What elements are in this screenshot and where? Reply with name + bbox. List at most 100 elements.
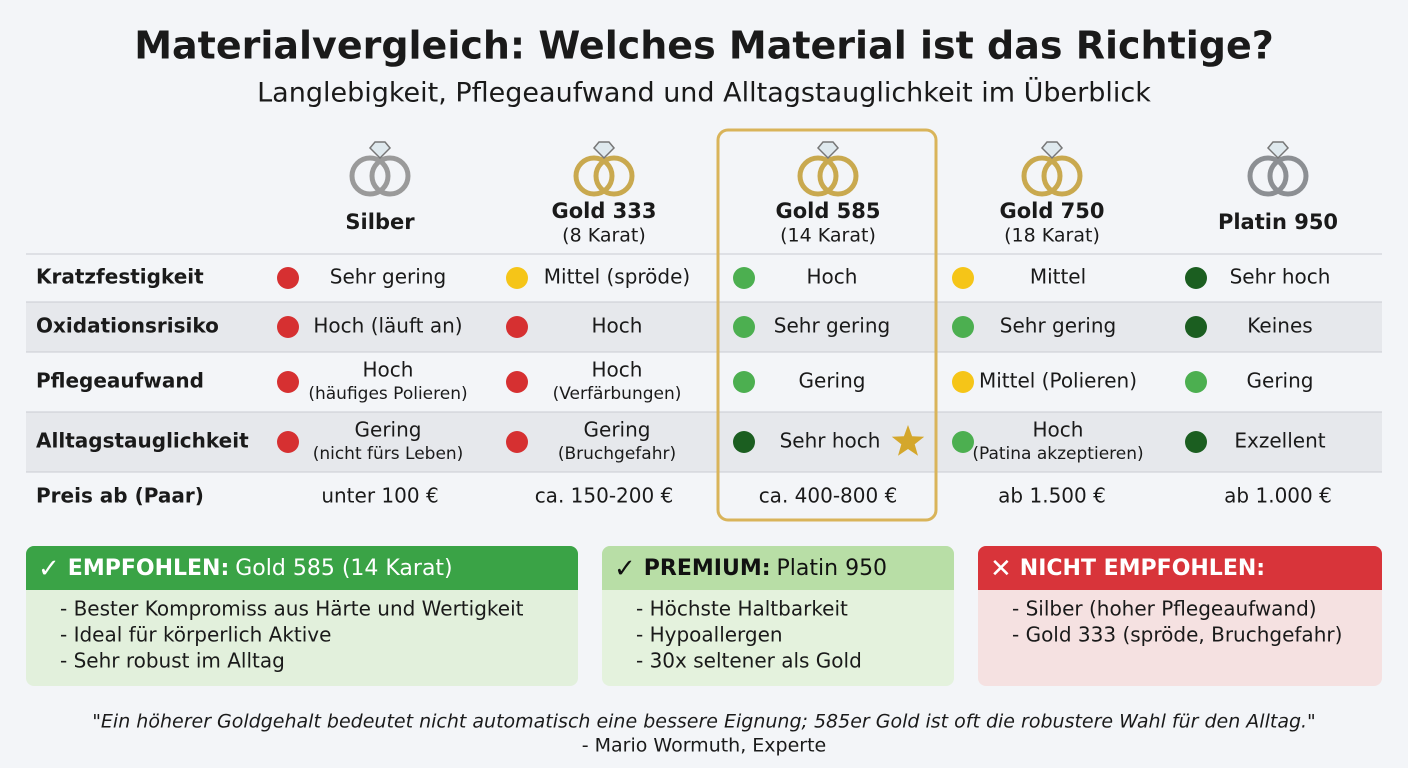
column-name: Gold 585 — [775, 199, 880, 223]
box-item: - Höchste Haltbarkeit — [636, 597, 848, 621]
cell-text: Exzellent — [1234, 429, 1325, 453]
box-head — [602, 546, 954, 590]
box-text: Platin 950 — [777, 556, 888, 581]
cell-text: Keines — [1247, 314, 1312, 338]
ring — [817, 155, 859, 197]
cell-text: ca. 150-200 € — [535, 484, 674, 508]
row-shade — [26, 302, 1382, 352]
diamond — [1040, 141, 1064, 160]
ring-icon — [573, 141, 635, 197]
box-title: ✓ PREMIUM: Platin 950 — [614, 554, 887, 584]
status-dot — [277, 371, 299, 393]
box-item: - Sehr robust im Alltag — [60, 649, 285, 673]
box-label: EMPFOHLEN: — [68, 556, 229, 581]
box-item: - Hypoallergen — [636, 623, 783, 647]
status-dot — [1185, 371, 1207, 393]
cell-text: Gering — [355, 418, 422, 442]
status-dot — [277, 316, 299, 338]
diamond — [368, 141, 392, 160]
column-name: Gold 750 — [999, 199, 1104, 223]
box-title: ✕ NICHT EMPFOHLEN: — [990, 554, 1265, 584]
cell-text: unter 100 € — [321, 484, 438, 508]
row-shade — [26, 412, 1382, 472]
cell-text: Mittel (Polieren) — [979, 369, 1137, 393]
ring — [1247, 155, 1289, 197]
cell-text: Hoch — [592, 358, 643, 382]
highlight-frame — [716, 128, 938, 522]
cell-sub: (nicht fürs Leben) — [313, 444, 464, 464]
quote: "Ein höherer Goldgehalt bedeutet nicht a… — [92, 711, 1316, 733]
box-head — [26, 546, 578, 590]
cell-text: Gering — [799, 369, 866, 393]
status-dot — [733, 267, 755, 289]
status-dot — [952, 431, 974, 453]
star — [891, 425, 925, 456]
status-dot — [1185, 267, 1207, 289]
ring-icon — [349, 141, 411, 197]
column-sub: (8 Karat) — [562, 225, 646, 247]
status-dot — [506, 371, 528, 393]
cell-text: Hoch — [807, 265, 858, 289]
status-dot — [952, 267, 974, 289]
cell-text: ca. 400-800 € — [759, 484, 898, 508]
subtitle: Langlebigkeit, Pflegeaufwand und Alltags… — [257, 77, 1151, 109]
cell-text: ab 1.500 € — [998, 484, 1106, 508]
box-item: - Gold 333 (spröde, Bruchgefahr) — [1012, 623, 1342, 647]
ring-icon — [797, 141, 859, 197]
cell-sub: (häufiges Polieren) — [308, 384, 467, 404]
cell-text: Mittel — [1030, 265, 1086, 289]
cell-text: Sehr gering — [774, 314, 890, 338]
ring — [349, 155, 391, 197]
row-label: Preis ab (Paar) — [36, 484, 204, 508]
ring — [1041, 155, 1083, 197]
cell-text: Sehr hoch — [1230, 265, 1331, 289]
status-dot — [952, 371, 974, 393]
ring — [1021, 155, 1063, 197]
box-text: Gold 585 (14 Karat) — [235, 556, 452, 581]
column-name: Gold 333 — [551, 199, 656, 223]
ring-icon — [1021, 141, 1083, 197]
ring-icon — [1247, 141, 1309, 197]
box-head — [978, 546, 1382, 590]
cell-sub: (Bruchgefahr) — [558, 444, 676, 464]
cell-sub: (Verfärbungen) — [553, 384, 682, 404]
cell-text: Mittel (spröde) — [544, 265, 690, 289]
title: Materialvergleich: Welches Material ist … — [134, 24, 1274, 68]
box-item: - Bester Kompromiss aus Härte und Wertig… — [60, 597, 524, 621]
quote-author: - Mario Wormuth, Experte — [582, 735, 827, 757]
status-dot — [733, 431, 755, 453]
box-item: - Silber (hoher Pflegeaufwand) — [1012, 597, 1317, 621]
diamond — [592, 141, 616, 160]
cell-text: ab 1.000 € — [1224, 484, 1332, 508]
status-dot — [952, 316, 974, 338]
status-dot — [506, 267, 528, 289]
cell-sub: (Patina akzeptieren) — [972, 444, 1143, 464]
box-mark: ✕ — [990, 554, 1012, 584]
cell-text: Sehr gering — [330, 265, 446, 289]
cell-text: Gering — [1247, 369, 1314, 393]
status-dot — [1185, 431, 1207, 453]
box-label: NICHT EMPFOHLEN: — [1020, 556, 1265, 581]
row-label: Kratzfestigkeit — [36, 265, 204, 289]
ring — [369, 155, 411, 197]
column-sub: (18 Karat) — [1004, 225, 1100, 247]
ring — [573, 155, 615, 197]
status-dot — [506, 431, 528, 453]
cell-text: Hoch — [592, 314, 643, 338]
status-dot — [506, 316, 528, 338]
column-sub: (14 Karat) — [780, 225, 876, 247]
status-dot — [277, 267, 299, 289]
status-dot — [1185, 316, 1207, 338]
box-item: - 30x seltener als Gold — [636, 649, 862, 673]
column-name: Platin 950 — [1218, 210, 1338, 234]
box-mark: ✓ — [614, 554, 636, 584]
box-mark: ✓ — [38, 554, 60, 584]
status-dot — [733, 371, 755, 393]
box-label: PREMIUM: — [644, 556, 771, 581]
box-item: - Ideal für körperlich Aktive — [60, 623, 331, 647]
status-dot — [733, 316, 755, 338]
ring — [1267, 155, 1309, 197]
column-name: Silber — [345, 210, 415, 234]
cell-text: Hoch — [1033, 418, 1084, 442]
